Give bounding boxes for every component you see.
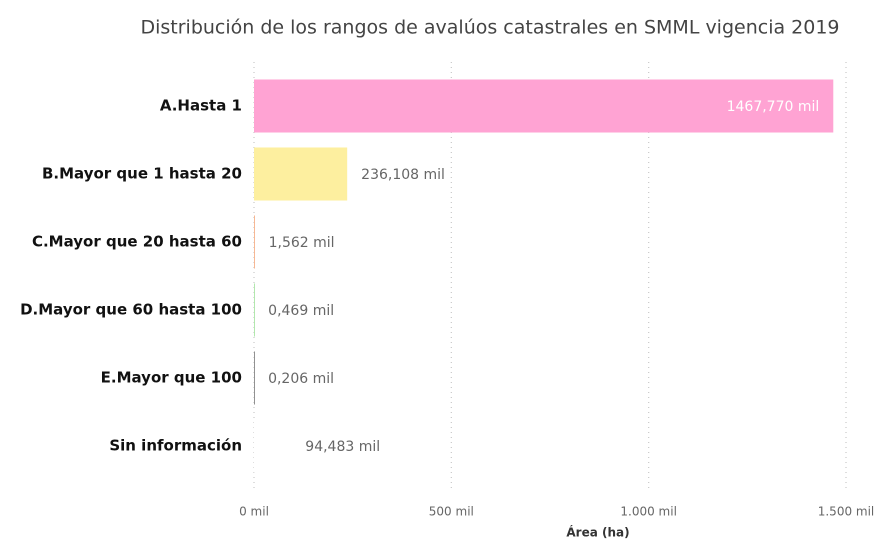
y-tick-label: E.Mayor que 100 — [101, 369, 242, 387]
bar — [254, 215, 255, 269]
data-label: 236,108 mil — [361, 167, 445, 183]
bar — [254, 419, 292, 473]
bar — [254, 79, 834, 133]
y-tick-label: Sin información — [109, 437, 242, 455]
x-tick-label: 1.500 mil — [818, 505, 875, 519]
bar — [254, 351, 255, 405]
x-tick-label: 0 mil — [239, 505, 269, 519]
x-tick-label: 1.000 mil — [620, 505, 677, 519]
y-tick-label: D.Mayor que 60 hasta 100 — [20, 301, 242, 319]
data-label: 0,469 mil — [268, 303, 334, 319]
x-axis-label: Área (ha) — [566, 525, 629, 540]
y-tick-label: B.Mayor que 1 hasta 20 — [42, 165, 242, 183]
data-label: 1467,770 mil — [727, 99, 820, 115]
chart-title: Distribución de los rangos de avalúos ca… — [140, 17, 839, 39]
bar — [254, 283, 255, 337]
y-tick-label: A.Hasta 1 — [160, 97, 242, 115]
y-tick-label: C.Mayor que 20 hasta 60 — [32, 233, 242, 251]
data-label: 1,562 mil — [269, 235, 335, 251]
data-label: 0,206 mil — [268, 371, 334, 387]
bar — [254, 147, 348, 201]
data-label: 94,483 mil — [305, 439, 380, 455]
x-tick-label: 500 mil — [429, 505, 474, 519]
